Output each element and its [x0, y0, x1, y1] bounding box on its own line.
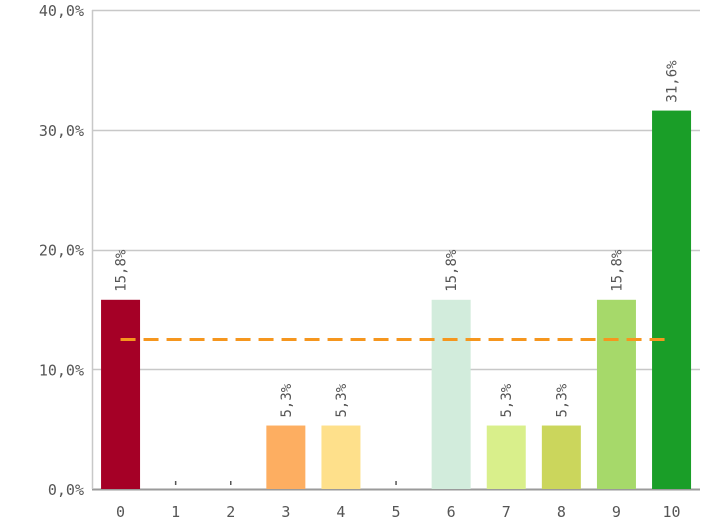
bar-data-label: 5,3% — [554, 383, 570, 417]
x-tick-label: 6 — [447, 503, 456, 521]
x-tick-label: 9 — [612, 503, 621, 521]
bar — [596, 299, 636, 489]
bar-data-label: 31,6% — [665, 60, 681, 103]
bar — [101, 299, 141, 489]
x-tick-label: 8 — [557, 503, 566, 521]
x-tick-label: 5 — [392, 503, 401, 521]
bar-data-label: 15,8% — [609, 249, 625, 292]
bar-data-label: 5,3% — [499, 383, 515, 417]
bar — [652, 110, 692, 489]
bar — [431, 299, 471, 489]
bar-data-label: 15,8% — [114, 249, 130, 292]
y-tick-label: 10,0% — [39, 361, 84, 379]
x-tick-label: 2 — [226, 503, 235, 521]
bar — [266, 425, 306, 489]
bar-data-label: 15,8% — [444, 249, 460, 292]
bar — [321, 425, 361, 489]
x-tick-label: 3 — [281, 503, 290, 521]
x-tick-label: 4 — [336, 503, 345, 521]
bar — [541, 425, 581, 489]
y-tick-label: 20,0% — [39, 242, 84, 260]
bar — [486, 425, 526, 489]
y-tick-label: 0,0% — [48, 481, 84, 499]
x-tick-label: 1 — [171, 503, 180, 521]
x-tick-label: 0 — [116, 503, 125, 521]
y-tick-label: 30,0% — [39, 122, 84, 140]
y-tick-label: 40,0% — [39, 2, 84, 20]
bar-data-label: 5,3% — [334, 383, 350, 417]
bar-data-label: 5,3% — [279, 383, 295, 417]
x-tick-label: 7 — [502, 503, 511, 521]
x-tick-label: 10 — [663, 503, 681, 521]
